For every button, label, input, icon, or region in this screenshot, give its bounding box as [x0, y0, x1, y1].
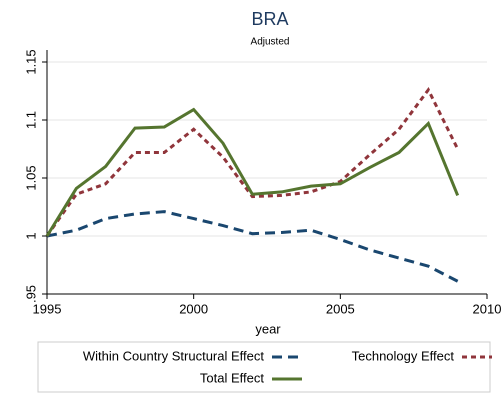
y-tick-label: 1.15	[23, 49, 38, 74]
legend-box	[37, 341, 491, 393]
x-tick-label: 2010	[473, 301, 501, 316]
x-tick-label: 2000	[179, 301, 208, 316]
y-tick-label: .95	[23, 285, 38, 303]
series-line	[45, 107, 460, 237]
x-tick-label: 1995	[33, 301, 62, 316]
y-tick-label: 1.05	[23, 165, 38, 190]
x-tick-label: 2005	[326, 301, 355, 316]
y-tick-label: 1	[23, 232, 38, 239]
legend-label: Within Country Structural Effect	[83, 348, 264, 363]
chart-title: BRA	[251, 9, 288, 29]
x-axis-label: year	[255, 321, 281, 336]
legend-label: Technology Effect	[352, 348, 455, 363]
series-line	[46, 210, 459, 283]
series-line	[45, 86, 460, 237]
legend-label: Total Effect	[200, 370, 264, 385]
y-tick-label: 1.1	[23, 111, 38, 129]
chart-subtitle: Adjusted	[251, 37, 290, 48]
